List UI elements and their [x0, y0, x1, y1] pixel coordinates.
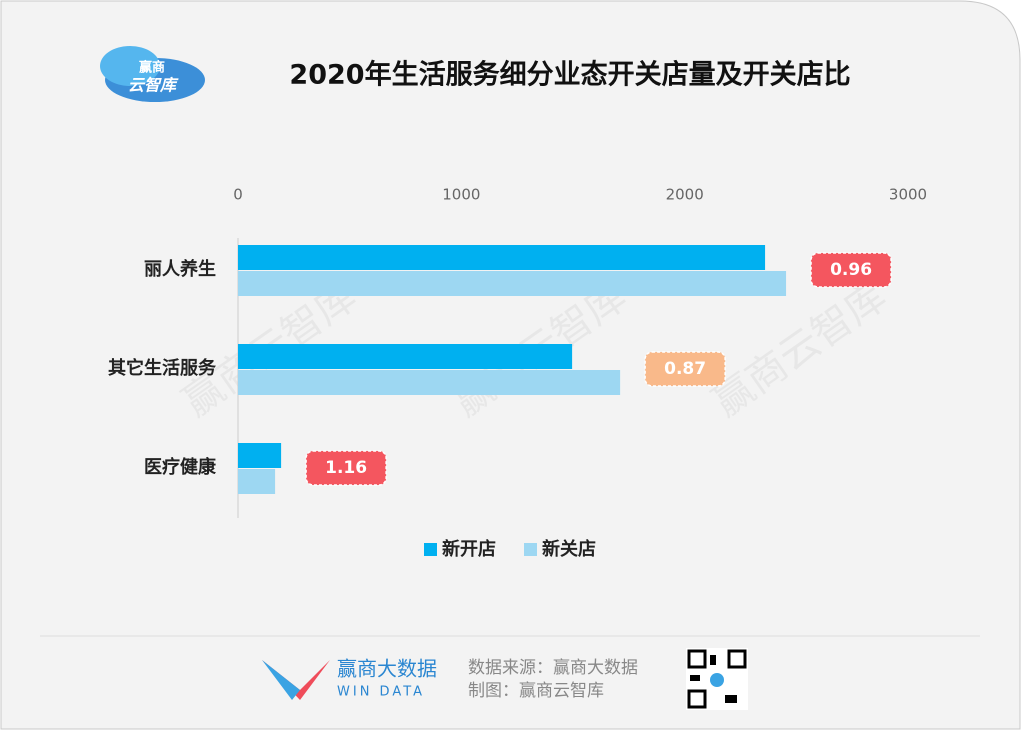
footer-credit: 制图：赢商云智库 [468, 681, 604, 701]
bar [238, 443, 282, 468]
footer-brand: 赢商大数据 [337, 657, 437, 681]
qr-eye [727, 649, 747, 669]
bar [238, 469, 276, 494]
bar [238, 344, 573, 369]
x-tick-label: 0 [233, 186, 243, 204]
qr-code [686, 648, 748, 710]
legend-label: 新关店 [542, 538, 596, 560]
ratio-label: 0.87 [664, 359, 706, 379]
qr-logo [710, 673, 724, 687]
footer-logo [262, 660, 330, 700]
qr-eye [687, 689, 707, 709]
qr-dot [725, 695, 737, 703]
logo-cloud [100, 46, 160, 86]
ratio-label: 0.96 [830, 260, 872, 280]
x-tick-label: 1000 [442, 186, 480, 204]
brand-icon [262, 660, 300, 700]
qr-dot [710, 655, 716, 665]
ratio-box [305, 450, 387, 486]
qr-eye [687, 649, 707, 669]
logo: 赢商 云智库 [100, 46, 205, 102]
ratio-box [644, 351, 726, 387]
x-tick-label: 3000 [889, 186, 927, 204]
footer-source: 数据来源：赢商大数据 [468, 658, 638, 678]
bar [238, 271, 787, 296]
y-tick-label: 丽人养生 [144, 258, 216, 280]
legend-swatch [424, 543, 437, 556]
bar [238, 245, 766, 270]
legend-label: 新开店 [442, 538, 496, 560]
y-tick-label: 医疗健康 [144, 456, 217, 478]
ratio-label: 1.16 [325, 458, 367, 478]
qr-dot [690, 675, 700, 681]
bar [238, 370, 621, 395]
ratio-box [810, 252, 892, 288]
legend-swatch [524, 543, 537, 556]
footer-brand-en: WIN DATA [337, 685, 425, 700]
logo-text: 云智库 [128, 76, 179, 95]
y-tick-label: 其它生活服务 [108, 357, 217, 379]
logo-text: 赢商 [139, 60, 165, 76]
chart-title: 2020年生活服务细分业态开关店量及开关店比 [289, 59, 850, 91]
x-tick-label: 2000 [666, 186, 704, 204]
